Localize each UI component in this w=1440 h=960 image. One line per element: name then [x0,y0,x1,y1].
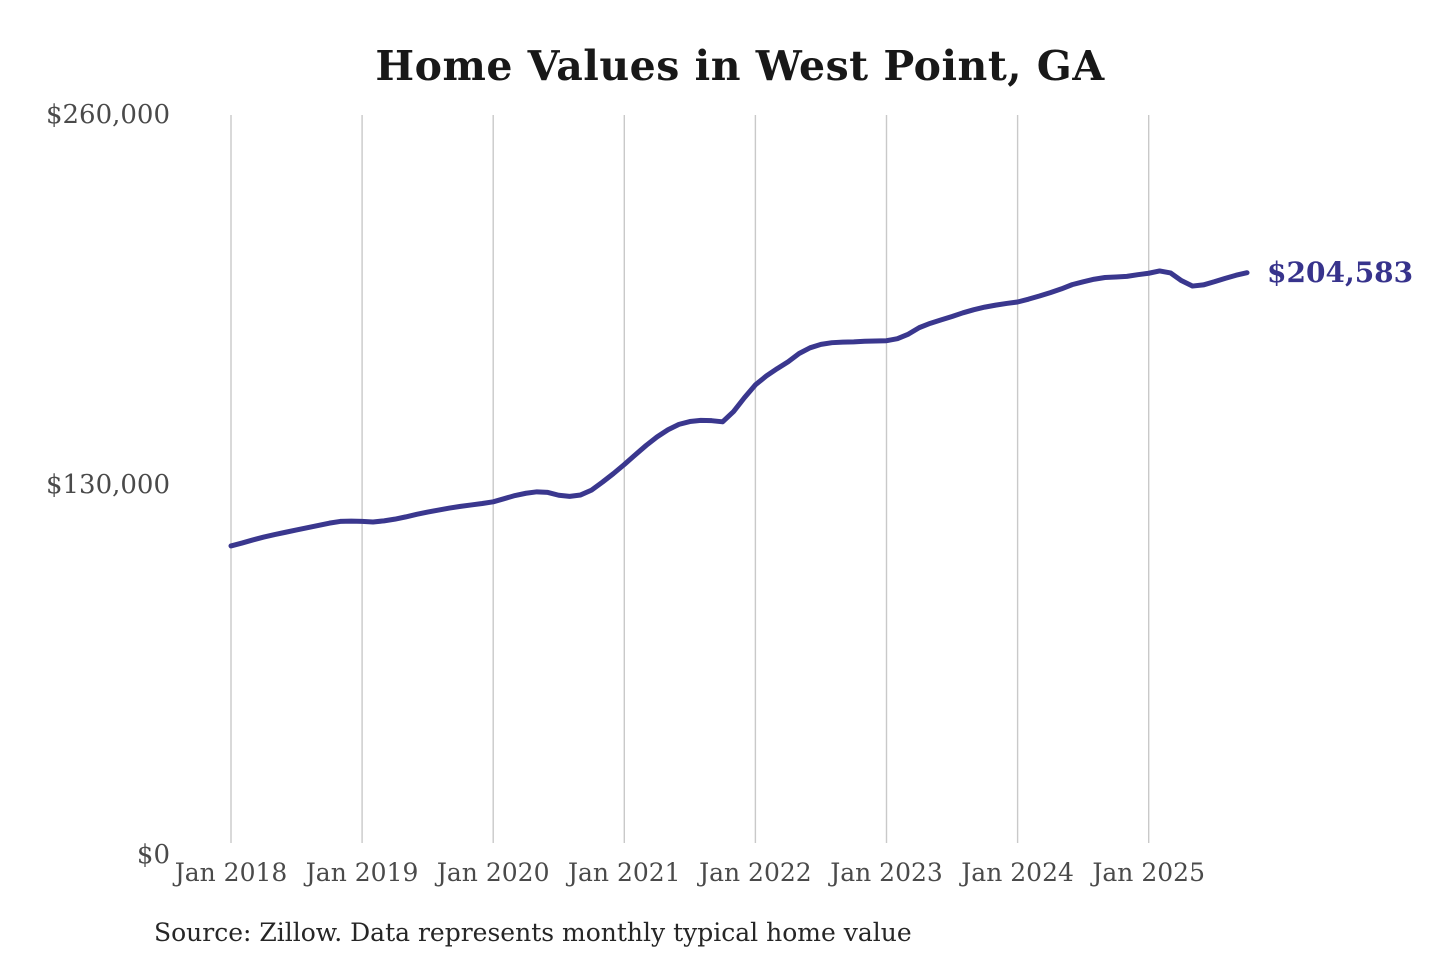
chart-title: Home Values in West Point, GA [375,42,1105,90]
y-axis-tick-260000: $260,000 [45,100,170,130]
latest-value-label: $204,583 [1267,255,1414,289]
x-axis-tick-jan-2024: Jan 2024 [961,858,1074,887]
x-axis-tick-jan-2022: Jan 2022 [699,858,812,887]
home-value-line [228,268,1250,549]
y-axis-tick-130000: $130,000 [45,470,170,500]
x-axis-tick-jan-2019: Jan 2019 [305,858,419,887]
source-note: Source: Zillow. Data represents monthly … [154,918,912,947]
x-axis-tick-jan-2023: Jan 2023 [830,858,943,887]
x-axis-tick-jan-2018: Jan 2018 [174,858,288,887]
y-axis-tick-0: $0 [136,840,170,870]
x-axis-tick-jan-2021: Jan 2021 [567,858,681,887]
x-axis-tick-jan-2025: Jan 2025 [1092,858,1205,887]
x-axis-tick-jan-2020: Jan 2020 [436,858,550,887]
